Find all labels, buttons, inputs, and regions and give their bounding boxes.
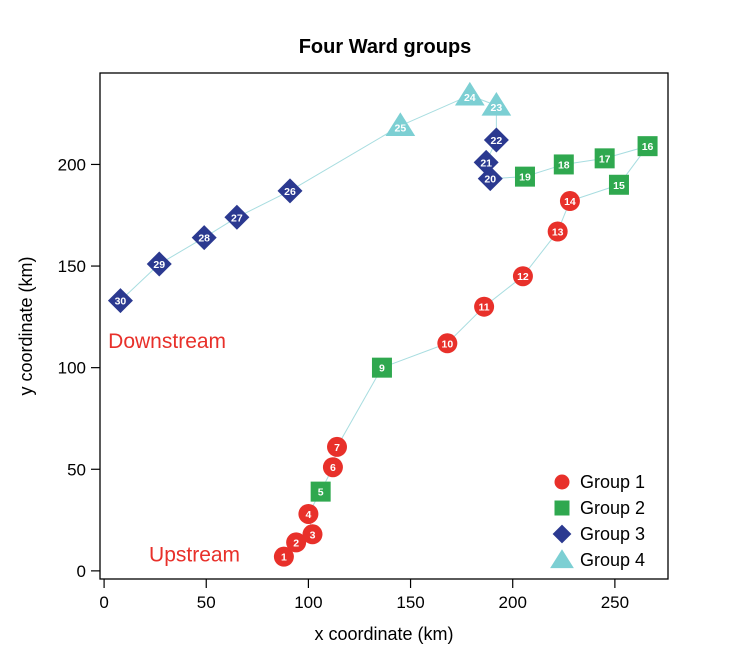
connector-line [120, 263, 160, 301]
data-point-marker [277, 178, 303, 204]
data-point-marker [454, 81, 485, 106]
data-point-label: 5 [318, 487, 324, 499]
data-point-marker [512, 266, 533, 287]
data-point-label: 1 [281, 552, 287, 564]
connector-line [236, 190, 291, 218]
x-axis: 0 50 100 150 200 250 [99, 579, 629, 612]
annotation-label: Downstream [108, 330, 226, 353]
data-point-label: 20 [484, 174, 496, 186]
legend-entry: Group 2 [580, 498, 645, 518]
x-axis-label: x coordinate (km) [314, 624, 453, 644]
chart-title: Four Ward groups [299, 36, 472, 58]
data-point-marker [191, 225, 217, 251]
data-point-label: 27 [231, 212, 243, 224]
legend-entry: Group 3 [580, 524, 645, 544]
data-point-label: 14 [564, 196, 576, 208]
y-tick-label: 50 [67, 460, 86, 479]
legend-marker [552, 524, 572, 544]
data-point-marker [385, 112, 416, 136]
data-point-label: 11 [479, 302, 490, 314]
data-point-marker [474, 296, 495, 317]
y-tick-label: 150 [58, 257, 86, 276]
annotation-label: Upstream [149, 544, 240, 567]
legend-entry: Group 4 [580, 550, 645, 570]
data-point-marker [310, 481, 331, 502]
data-point-marker [371, 357, 392, 378]
data-point-marker [637, 136, 658, 157]
data-point-marker [594, 148, 615, 169]
data-point-marker [473, 149, 499, 175]
data-point-label: 22 [491, 135, 503, 147]
legend-marker [554, 474, 570, 490]
x-tick-label: 0 [99, 593, 108, 612]
data-point-label: 17 [599, 153, 611, 165]
x-tick-label: 250 [601, 593, 629, 612]
data-point-label: 12 [517, 271, 529, 283]
data-point-label: 2 [293, 537, 299, 549]
data-point-marker [547, 221, 568, 242]
data-points: 1234567910111213141516171819202122232425… [107, 81, 658, 567]
data-point-label: 18 [558, 159, 570, 171]
data-point-marker [273, 546, 294, 567]
annotations: Downstream Upstream [108, 330, 240, 566]
data-point-label: 10 [441, 338, 453, 350]
y-tick-label: 0 [77, 562, 86, 581]
x-tick-label: 150 [396, 593, 424, 612]
plot-frame [99, 72, 669, 580]
legend-marker [554, 500, 570, 516]
data-point-marker [107, 288, 133, 314]
legend-marker [550, 549, 574, 569]
data-point-label: 19 [519, 172, 531, 184]
data-point-label: 9 [379, 363, 385, 375]
data-point-label: 15 [613, 180, 625, 192]
data-point-marker [437, 333, 458, 354]
data-point-label: 13 [552, 227, 564, 239]
data-point-label: 28 [198, 233, 210, 245]
legend: Group 1 Group 2 Group 3 Group 4 [550, 472, 645, 570]
data-point-label: 7 [334, 442, 340, 454]
data-point-marker [302, 524, 323, 545]
x-tick-label: 50 [197, 593, 216, 612]
data-point-label: 3 [310, 529, 316, 541]
x-tick-label: 200 [499, 593, 527, 612]
data-point-label: 29 [153, 259, 165, 271]
y-axis-label: y coordinate (km) [16, 256, 36, 395]
connector-line [336, 367, 383, 448]
legend-entry: Group 1 [580, 472, 645, 492]
y-tick-label: 200 [58, 155, 86, 174]
data-point-marker [483, 127, 509, 153]
data-point-label: 26 [284, 186, 296, 198]
data-point-marker [481, 92, 512, 116]
data-point-label: 23 [491, 102, 503, 114]
data-point-marker [559, 191, 580, 212]
x-tick-label: 100 [294, 593, 322, 612]
data-point-label: 6 [330, 462, 336, 474]
data-point-marker [514, 166, 535, 187]
data-point-label: 30 [115, 296, 127, 308]
data-point-label: 4 [305, 509, 311, 521]
data-point-label: 25 [395, 122, 407, 134]
data-point-marker [286, 532, 307, 553]
data-point-marker [224, 204, 250, 230]
data-point-marker [608, 174, 629, 195]
data-point-label: 16 [642, 141, 654, 153]
data-point-label: 24 [464, 92, 476, 104]
data-point-marker [322, 457, 343, 478]
y-tick-label: 100 [58, 359, 86, 378]
connector-line [289, 125, 401, 192]
data-point-marker [553, 154, 574, 175]
data-point-label: 21 [480, 157, 492, 169]
data-point-marker [327, 436, 348, 457]
connector-line [381, 342, 448, 369]
y-axis: 0 50 100 150 200 [58, 155, 100, 581]
data-point-marker [146, 251, 172, 277]
data-point-marker [298, 503, 319, 524]
